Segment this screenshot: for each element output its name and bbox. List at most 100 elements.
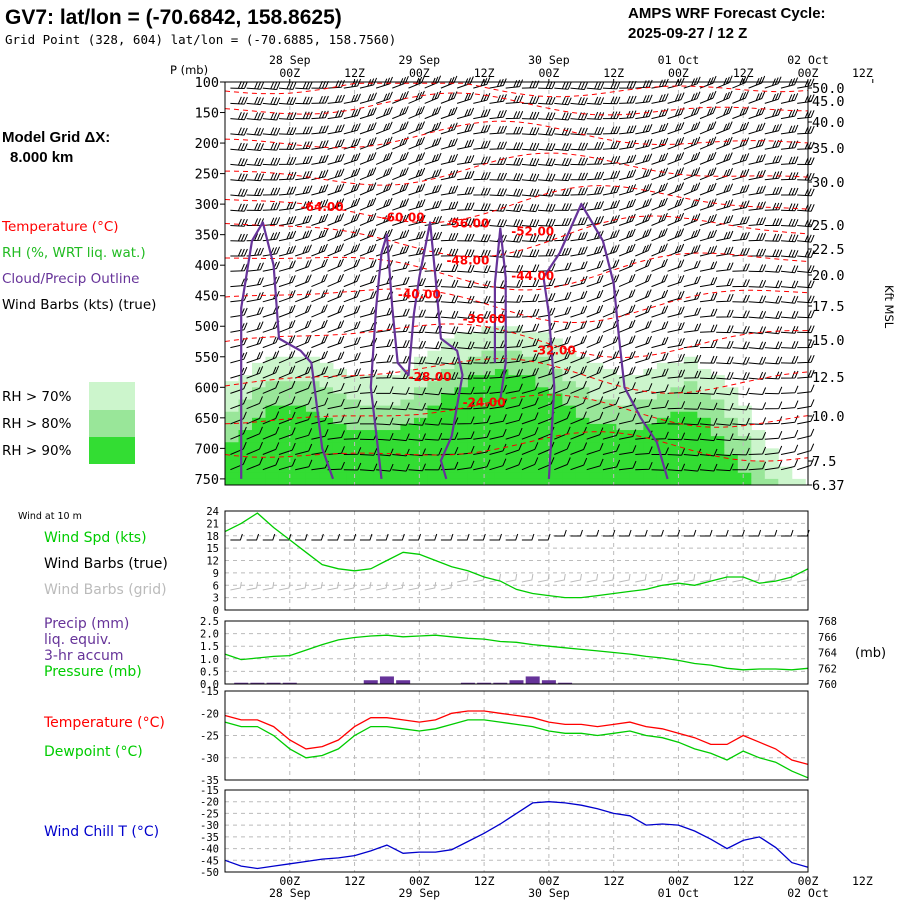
wind-barb <box>262 426 280 440</box>
precip-tick-label: 1.0 <box>200 654 219 666</box>
wind-barb <box>343 137 361 150</box>
rh-cell <box>643 436 658 443</box>
wind-barb <box>392 245 410 257</box>
wind-barb <box>343 243 361 257</box>
wind-barb <box>473 249 491 258</box>
wind-barb <box>748 432 767 440</box>
rh-cell <box>265 399 280 407</box>
wind-barb <box>489 157 507 165</box>
wind-barb <box>619 445 637 455</box>
rh-cell <box>508 472 523 480</box>
rh-bin-90-label: RH > 90% <box>2 443 72 459</box>
rh-cell <box>467 356 482 364</box>
wind-barb <box>327 289 344 303</box>
wind-barb <box>619 80 637 89</box>
wind-barb <box>732 447 750 456</box>
rh-cell <box>481 448 496 455</box>
wind-barb <box>732 200 750 211</box>
wind-barb <box>521 80 540 89</box>
rh-cell <box>373 448 388 455</box>
windchill-tick-label: -25 <box>200 808 219 820</box>
rh-cell <box>710 381 725 388</box>
rh-cell <box>481 442 496 449</box>
rh-cell <box>413 430 428 437</box>
wind-barb <box>554 457 571 471</box>
wind-barb <box>521 142 540 151</box>
rh-swatch-80 <box>89 410 135 437</box>
wind-barb <box>278 230 297 242</box>
wind-barb <box>586 458 604 471</box>
rh-cell <box>521 472 536 480</box>
wind-tick-label: 9 <box>213 568 219 580</box>
rh-cell <box>413 362 428 370</box>
wind-barb <box>327 320 345 333</box>
true-wind-barb <box>489 533 502 541</box>
top-hour-tick-label: 12Z <box>603 66 624 80</box>
wind-barb <box>764 249 783 258</box>
rh-cell <box>386 478 401 486</box>
wind-barb <box>440 75 458 89</box>
wind-barb <box>408 278 426 288</box>
wind-barb <box>538 233 556 242</box>
rh-cell <box>710 387 725 394</box>
wind-barb <box>375 182 393 196</box>
rh-cell <box>643 478 658 486</box>
rh-cell <box>292 436 307 443</box>
rh-cell <box>265 430 280 437</box>
wind-barb <box>311 169 329 181</box>
grid-wind-barb <box>748 573 761 583</box>
wind-barb <box>295 412 312 425</box>
rh-cell <box>535 399 550 407</box>
wind-barb <box>797 265 815 274</box>
wind-barb <box>311 381 329 394</box>
rh-cell <box>724 448 739 455</box>
rh-cell <box>562 423 577 431</box>
wind-barb <box>618 335 636 349</box>
wind-barb <box>780 415 799 425</box>
wind-barb <box>797 125 815 135</box>
wind-barb <box>311 184 329 196</box>
rh-cell <box>454 338 469 346</box>
rh-cell <box>670 411 685 419</box>
wind-barb <box>748 106 766 120</box>
wind-barb <box>764 341 783 350</box>
wind-barb <box>505 234 524 243</box>
rh-cell <box>292 387 307 394</box>
wind-barb <box>440 138 458 150</box>
wind-barb <box>457 170 475 181</box>
wind-barb <box>246 426 263 440</box>
rh-cell <box>778 478 793 486</box>
rh-cell <box>292 381 307 388</box>
rh-cell <box>656 454 671 462</box>
wind-barb <box>489 414 507 425</box>
rh-cell <box>251 466 266 474</box>
wind-barb <box>699 167 717 181</box>
wind-barb <box>780 140 799 150</box>
wind-barb <box>538 112 556 121</box>
rh-cell <box>265 442 280 449</box>
temperature-label: Temperature (°C) <box>43 715 165 731</box>
wind-barb <box>618 319 636 333</box>
wind-barb <box>295 96 313 105</box>
wind-barb <box>262 127 281 136</box>
wind-barb <box>602 229 620 242</box>
rh-cell <box>683 417 698 425</box>
wind-barb <box>408 463 426 472</box>
wind-barb <box>602 170 621 181</box>
wind-barb <box>716 371 734 380</box>
rh-cell <box>670 448 685 455</box>
rh-cell <box>481 332 496 339</box>
wind-barb <box>278 320 296 333</box>
wind-barb <box>473 356 491 364</box>
rh-cell <box>265 454 280 462</box>
wind-barb <box>505 126 524 135</box>
rh-cell <box>332 454 347 462</box>
rh-cell <box>751 478 766 486</box>
rh-cell <box>440 448 455 455</box>
wind-barb <box>699 136 717 150</box>
rh-cell <box>319 460 334 468</box>
top-date-label: 01 Oct <box>658 53 700 67</box>
wind-barb <box>716 121 733 135</box>
wind-barb <box>521 323 540 333</box>
